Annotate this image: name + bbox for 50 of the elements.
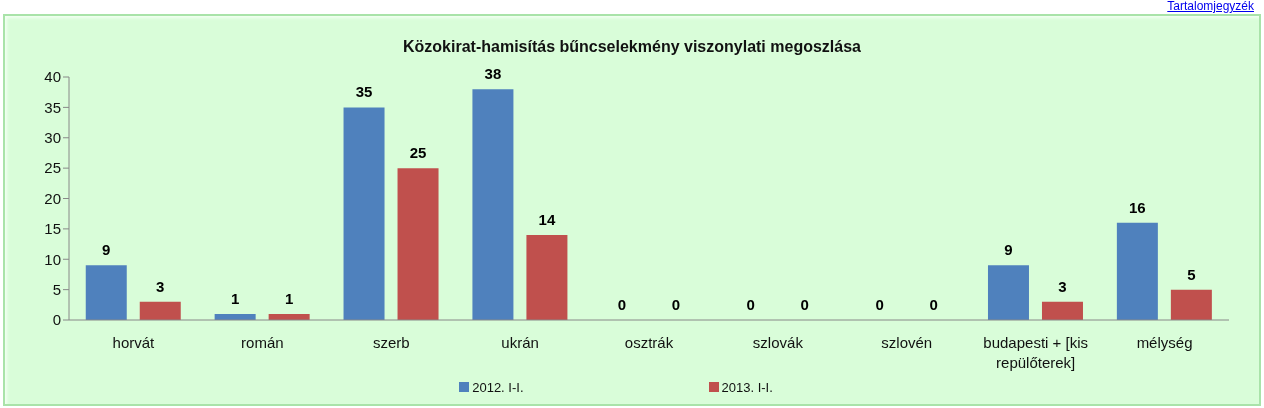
bar (472, 89, 514, 320)
y-tick-label: 25 (44, 159, 61, 177)
data-label: 1 (230, 289, 240, 307)
y-tick-label: 40 (44, 68, 61, 86)
legend-label: 2013. I-I. (721, 379, 773, 395)
data-label: 35 (355, 83, 373, 101)
data-label: 0 (746, 295, 755, 313)
bar (1170, 289, 1212, 320)
y-tick-label: 10 (44, 250, 61, 268)
bar (987, 265, 1029, 320)
data-label: 3 (1058, 277, 1067, 295)
data-label: 25 (409, 144, 427, 162)
y-tick-label: 0 (52, 311, 61, 329)
x-tick-label: mélység (1136, 334, 1193, 351)
data-label: 3 (156, 277, 165, 295)
x-tick-label: osztrák (624, 334, 674, 351)
x-tick-label: ukrán (501, 334, 539, 351)
y-tick-label: 20 (44, 189, 61, 207)
chart-title: Közokirat-hamisítás bűncselekmény viszonylati megoszlása (402, 38, 862, 56)
bar (1041, 301, 1083, 320)
bar (397, 168, 439, 320)
bar (343, 107, 385, 320)
x-tick-label: budapesti + [kis repülőterek] (983, 334, 1088, 371)
data-label: 9 (1004, 241, 1013, 259)
x-tick-label: horvát (112, 334, 156, 351)
y-tick-label: 5 (52, 280, 61, 298)
bar (526, 234, 568, 320)
data-label: 0 (929, 295, 938, 313)
y-tick-label: 35 (44, 98, 61, 116)
data-label: 0 (617, 295, 626, 313)
bar (1116, 222, 1158, 320)
data-label: 16 (1129, 198, 1146, 216)
bar (139, 301, 181, 320)
data-label: 38 (484, 65, 502, 83)
legend-label: 2012. I-I. (472, 379, 524, 395)
data-label: 5 (1187, 265, 1196, 283)
data-label: 1 (284, 289, 294, 307)
x-tick-label: szlovák (752, 334, 804, 351)
x-tick-label: román (241, 334, 284, 351)
bar (85, 265, 127, 320)
data-label: 0 (671, 295, 680, 313)
text: Tartalomjegyzék (1167, 0, 1254, 13)
data-label: 0 (875, 295, 884, 313)
data-label: 14 (538, 210, 556, 228)
y-tick-label: 30 (44, 129, 61, 147)
x-tick-label: szerb (372, 334, 410, 351)
data-label: 0 (800, 295, 809, 313)
x-tick-label: szlovén (881, 334, 933, 351)
y-tick-label: 15 (44, 220, 61, 238)
data-label: 9 (102, 241, 111, 259)
